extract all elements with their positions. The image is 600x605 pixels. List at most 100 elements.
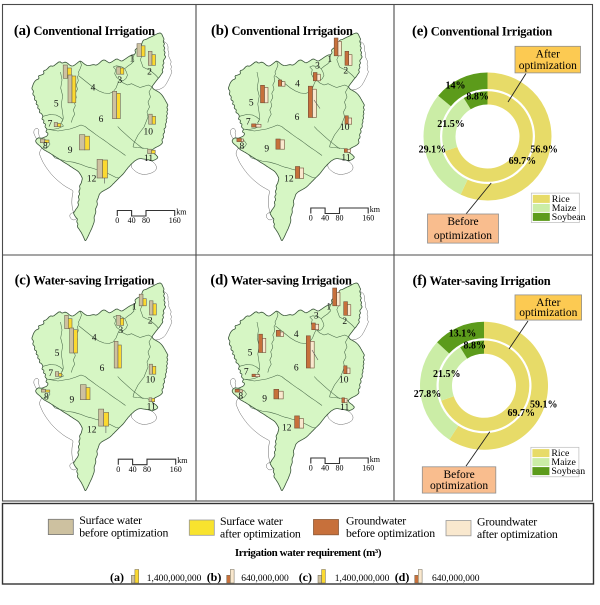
- svg-text:56.9%: 56.9%: [530, 144, 558, 155]
- svg-text:2: 2: [343, 66, 348, 76]
- svg-text:(b): (b): [207, 570, 222, 584]
- svg-text:80: 80: [142, 216, 150, 225]
- svg-text:Before: Before: [447, 216, 478, 228]
- svg-text:40: 40: [129, 465, 137, 474]
- svg-text:3: 3: [314, 312, 319, 322]
- svg-text:1,400,000,000: 1,400,000,000: [335, 574, 390, 584]
- svg-text:2: 2: [148, 317, 153, 327]
- svg-text:0: 0: [309, 214, 313, 223]
- svg-text:(a)Conventional Irrigation: (a) Conventional Irrigation: [14, 23, 155, 39]
- svg-text:1: 1: [326, 303, 331, 313]
- svg-text:9: 9: [264, 145, 269, 155]
- svg-text:9: 9: [68, 146, 73, 156]
- svg-text:160: 160: [362, 464, 374, 473]
- svg-text:59.1%: 59.1%: [530, 399, 558, 410]
- svg-text:10: 10: [340, 123, 350, 133]
- svg-text:640,000,000: 640,000,000: [432, 574, 480, 584]
- svg-text:Before: Before: [443, 469, 474, 481]
- svg-text:(d): (d): [395, 570, 410, 584]
- svg-text:After: After: [536, 48, 560, 60]
- svg-text:29.1%: 29.1%: [419, 144, 447, 155]
- svg-text:before optimization: before optimization: [346, 526, 435, 540]
- svg-text:6: 6: [295, 113, 300, 123]
- svg-text:10: 10: [146, 376, 156, 386]
- svg-text:6: 6: [294, 363, 299, 373]
- svg-text:optimization: optimization: [434, 230, 492, 242]
- svg-text:9: 9: [70, 395, 75, 405]
- svg-text:km: km: [176, 208, 187, 217]
- svg-text:1: 1: [327, 55, 332, 65]
- svg-text:km: km: [370, 205, 381, 214]
- svg-text:(c)Water-saving Irrigation: (c) Water-saving Irrigation: [15, 273, 155, 289]
- svg-text:8: 8: [44, 392, 49, 402]
- svg-text:3: 3: [118, 326, 123, 336]
- svg-text:4: 4: [295, 80, 300, 90]
- svg-text:40: 40: [321, 464, 329, 473]
- svg-text:69.7%: 69.7%: [508, 408, 536, 419]
- svg-text:4: 4: [294, 330, 299, 340]
- svg-text:40: 40: [128, 216, 136, 225]
- svg-text:12: 12: [87, 425, 97, 435]
- svg-text:3: 3: [315, 61, 320, 71]
- svg-text:(f)Water-saving Irrigation: (f) Water-saving Irrigation: [413, 273, 551, 289]
- svg-text:5: 5: [54, 99, 59, 109]
- svg-text:80: 80: [336, 464, 344, 473]
- svg-text:80: 80: [143, 465, 151, 474]
- svg-text:Rice: Rice: [551, 448, 570, 459]
- svg-text:Maize: Maize: [551, 457, 576, 468]
- svg-text:1,400,000,000: 1,400,000,000: [147, 574, 202, 584]
- svg-text:5: 5: [249, 98, 254, 108]
- svg-text:km: km: [177, 456, 188, 465]
- svg-text:Surface water: Surface water: [220, 514, 283, 528]
- svg-text:Groundwater: Groundwater: [346, 513, 406, 527]
- svg-text:km: km: [370, 455, 381, 464]
- svg-text:11: 11: [147, 403, 156, 413]
- svg-text:after optimization: after optimization: [220, 526, 301, 540]
- svg-text:160: 160: [362, 214, 374, 223]
- svg-text:0: 0: [115, 216, 119, 225]
- svg-text:7: 7: [246, 118, 251, 128]
- svg-text:(a): (a): [110, 570, 124, 584]
- svg-text:4: 4: [91, 83, 96, 93]
- svg-text:optimization: optimization: [430, 480, 488, 492]
- svg-text:4: 4: [92, 334, 97, 344]
- svg-text:(e)Conventional Irrigation: (e) Conventional Irrigation: [412, 24, 552, 40]
- svg-text:10: 10: [144, 128, 154, 138]
- svg-text:11: 11: [341, 154, 350, 164]
- svg-text:Rice: Rice: [552, 194, 571, 205]
- svg-text:8.8%: 8.8%: [464, 341, 487, 352]
- svg-text:2: 2: [147, 68, 152, 78]
- svg-text:Soybean: Soybean: [552, 212, 586, 223]
- svg-text:6: 6: [100, 364, 105, 374]
- svg-text:40: 40: [321, 214, 329, 223]
- svg-text:7: 7: [244, 368, 249, 378]
- svg-text:8: 8: [240, 142, 245, 152]
- svg-text:5: 5: [248, 348, 253, 358]
- svg-text:27.8%: 27.8%: [414, 389, 442, 400]
- svg-text:(b)Conventional Irrigation: (b) Conventional Irrigation: [211, 23, 353, 39]
- svg-text:160: 160: [169, 216, 181, 225]
- svg-text:Soybean: Soybean: [551, 466, 585, 477]
- svg-text:13.1%: 13.1%: [449, 329, 477, 340]
- svg-text:0: 0: [309, 464, 313, 473]
- svg-text:6: 6: [99, 115, 104, 125]
- svg-text:Irrigation water requirement (: Irrigation water requirement (m³): [235, 547, 382, 559]
- svg-text:after optimization: after optimization: [477, 527, 558, 541]
- svg-text:(d)Water-saving Irrigation: (d) Water-saving Irrigation: [210, 273, 352, 289]
- svg-text:5: 5: [55, 349, 60, 359]
- svg-text:optimization: optimization: [519, 60, 577, 72]
- svg-text:12: 12: [282, 424, 292, 434]
- svg-text:before optimization: before optimization: [79, 526, 168, 540]
- svg-text:(c): (c): [299, 570, 312, 584]
- svg-text:9: 9: [262, 395, 267, 405]
- svg-text:21.5%: 21.5%: [437, 119, 465, 130]
- svg-text:14%: 14%: [446, 81, 466, 92]
- svg-text:Groundwater: Groundwater: [477, 514, 537, 528]
- svg-text:12: 12: [87, 175, 97, 185]
- svg-text:1: 1: [132, 303, 137, 313]
- svg-text:3: 3: [117, 76, 122, 86]
- svg-text:10: 10: [339, 376, 349, 386]
- svg-text:optimization: optimization: [519, 307, 577, 319]
- svg-text:8: 8: [43, 142, 48, 152]
- svg-text:80: 80: [336, 214, 344, 223]
